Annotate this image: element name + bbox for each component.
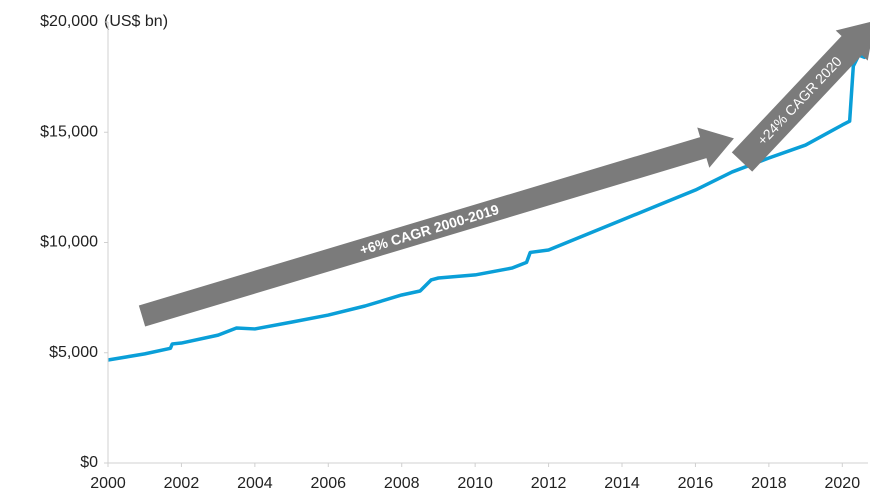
arrow-trend: +6% CAGR 2000-2019 [138, 127, 734, 327]
arrow-shape [731, 20, 870, 172]
annotation: +24% CAGR 2020 [754, 53, 845, 148]
y-tick-label: $15,000 [40, 123, 98, 140]
arrow-shape [138, 127, 734, 327]
x-tick-label: 2016 [678, 475, 714, 492]
x-tick-label: 2002 [164, 475, 200, 492]
y-tick-label: $10,000 [40, 234, 98, 251]
annotation: +6% CAGR 2000-2019 [358, 201, 501, 258]
y-tick-label: $5,000 [49, 344, 98, 361]
x-tick-label: 2000 [90, 475, 126, 492]
data-line [107, 47, 870, 362]
x-tick-label: 2020 [825, 475, 861, 492]
axis-unit-label: (US$ bn) [104, 13, 168, 30]
y-tick-label: $20,000 [40, 13, 98, 30]
y-tick-label: $0 [80, 454, 98, 471]
x-tick-label: 2014 [604, 475, 640, 492]
x-tick-label: 2006 [310, 475, 346, 492]
x-tick-label: 2004 [237, 475, 273, 492]
x-tick-label: 2008 [384, 475, 420, 492]
x-tick-label: 2018 [751, 475, 787, 492]
x-tick-label: 2010 [457, 475, 493, 492]
x-tick-label: 2012 [531, 475, 567, 492]
arrow-2020: +24% CAGR 2020 [731, 20, 870, 172]
